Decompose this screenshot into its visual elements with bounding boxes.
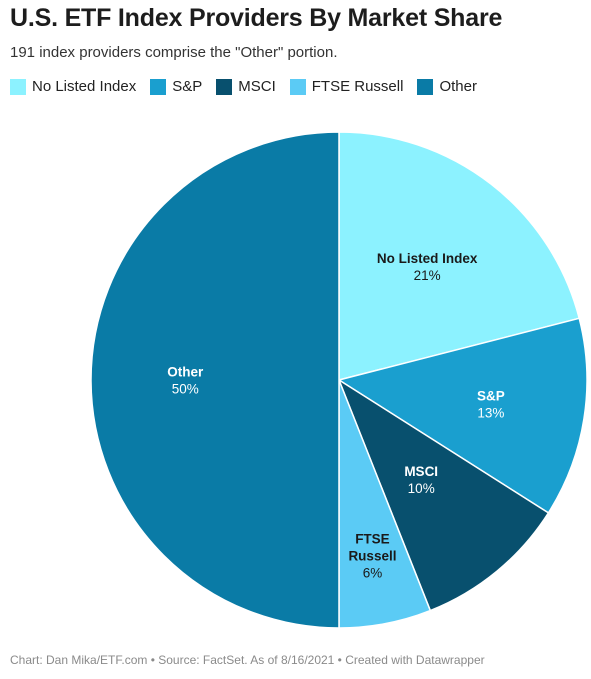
legend-item-msci: MSCI [216,78,276,95]
chart-subtitle: 191 index providers comprise the "Other"… [10,44,338,61]
legend-item-ftse-russell: FTSE Russell [289,78,404,95]
legend-item-no-listed-index: No Listed Index [10,78,136,95]
slice-value-label: 21% [414,268,441,283]
pie-slice-msci [337,378,550,612]
legend-label: S&P [172,78,203,95]
slice-name-label: No Listed Index [377,251,478,266]
slice-name-label: MSCI [404,464,438,479]
legend-swatch [289,78,306,95]
legend-label: No Listed Index [32,78,137,95]
slice-value-label: 10% [408,481,435,496]
legend-swatch [150,78,167,95]
slice-name-label: S&P [477,389,505,404]
pie-slice-s-p [337,317,588,514]
legend-label: MSCI [238,78,276,95]
slice-value-label: 13% [477,406,504,421]
chart-title: U.S. ETF Index Providers By Market Share [10,4,503,32]
legend-label: FTSE Russell [311,78,404,95]
legend-swatch [216,78,233,95]
slice-value-label: 50% [172,382,199,397]
legend-item-other: Other [417,78,477,95]
legend-swatch [417,78,434,95]
slice-name-label: Russell [348,548,396,563]
slice-name-label: FTSE [355,531,390,546]
chart-footer: Chart: Dan Mika/ETF.com • Source: FactSe… [10,653,485,667]
chart-legend: No Listed Index S&P MSCI FTSE Russell Ot… [10,78,491,95]
slice-name-label: Other [167,365,204,380]
slice-value-label: 6% [363,565,383,580]
legend-swatch [10,78,26,95]
pie-slice-other [90,131,340,629]
legend-item-sp: S&P [150,78,202,95]
legend-label: Other [439,78,477,95]
pie-slice-no-listed-index [338,131,581,381]
pie-chart: No Listed Index 21% S&P 13% MSCI 10% FTSE Russe… [90,131,588,629]
